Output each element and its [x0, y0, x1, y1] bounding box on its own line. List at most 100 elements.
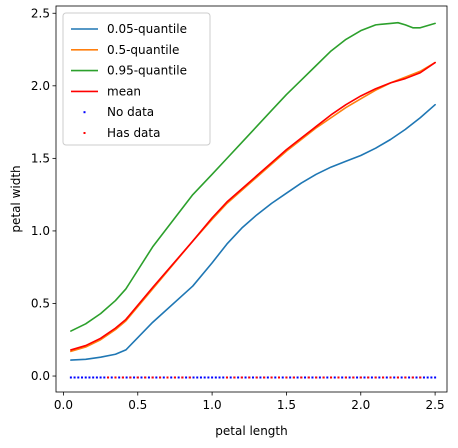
point-no-data — [203, 376, 206, 379]
point-has-data — [225, 376, 228, 379]
point-no-data — [214, 376, 217, 379]
point-has-data — [389, 376, 392, 379]
legend-label: Has data — [107, 126, 160, 140]
point-no-data — [81, 376, 84, 379]
point-no-data — [363, 376, 366, 379]
y-axis-label: petal width — [9, 165, 23, 232]
point-has-data — [107, 376, 110, 379]
point-no-data — [69, 376, 72, 379]
point-no-data — [147, 376, 150, 379]
point-no-data — [99, 376, 102, 379]
point-has-data — [129, 376, 132, 379]
legend-label: 0.95-quantile — [107, 64, 187, 78]
point-has-data — [411, 376, 414, 379]
legend-label: 0.05-quantile — [107, 22, 187, 36]
point-no-data — [192, 376, 195, 379]
point-has-data — [240, 376, 243, 379]
point-no-data — [341, 376, 344, 379]
point-has-data — [419, 376, 422, 379]
point-no-data — [177, 376, 180, 379]
point-no-data — [162, 376, 165, 379]
point-no-data — [393, 376, 396, 379]
point-has-data — [367, 376, 370, 379]
point-has-data — [382, 376, 385, 379]
y-tick-label: 1.5 — [31, 151, 50, 165]
point-no-data — [356, 376, 359, 379]
point-has-data — [300, 376, 303, 379]
point-has-data — [404, 376, 407, 379]
y-tick-label: 0.0 — [31, 369, 50, 383]
plot-area — [69, 21, 437, 379]
point-no-data — [244, 376, 247, 379]
point-no-data — [370, 376, 373, 379]
point-has-data — [315, 376, 318, 379]
y-tick-label: 1.0 — [31, 224, 50, 238]
x-tick-label: 0.0 — [54, 398, 73, 412]
legend-swatch — [83, 111, 86, 114]
point-has-data — [263, 376, 266, 379]
point-no-data — [259, 376, 262, 379]
series-line-mean — [70, 61, 436, 351]
point-no-data — [218, 376, 221, 379]
point-no-data — [426, 376, 429, 379]
point-has-data — [144, 376, 147, 379]
point-has-data — [173, 376, 176, 379]
legend-label: 0.5-quantile — [107, 43, 179, 57]
point-has-data — [181, 376, 184, 379]
point-has-data — [166, 376, 169, 379]
point-has-data — [278, 376, 280, 379]
x-tick-label: 0.5 — [128, 398, 147, 412]
point-no-data — [88, 376, 91, 379]
point-no-data — [196, 376, 199, 379]
legend-label: mean — [107, 84, 141, 98]
point-no-data — [378, 376, 381, 379]
point-has-data — [396, 376, 399, 379]
x-tick-label: 1.5 — [277, 398, 296, 412]
point-has-data — [322, 376, 325, 379]
point-no-data — [110, 376, 113, 379]
point-has-data — [352, 376, 355, 379]
point-no-data — [237, 376, 240, 379]
point-has-data — [151, 376, 154, 379]
point-no-data — [229, 376, 232, 379]
legend-label: No data — [107, 105, 154, 119]
point-no-data — [207, 376, 210, 379]
point-no-data — [318, 376, 321, 379]
point-no-data — [326, 376, 329, 379]
point-no-data — [415, 376, 418, 379]
y-tick-label: 2.5 — [31, 6, 50, 20]
x-tick-label: 2.5 — [426, 398, 445, 412]
point-no-data — [333, 376, 336, 379]
point-no-data — [170, 376, 173, 379]
point-no-data — [140, 376, 143, 379]
point-no-data — [296, 376, 299, 379]
y-tick-label: 2.0 — [31, 79, 50, 93]
point-has-data — [159, 376, 162, 379]
point-no-data — [385, 376, 388, 379]
point-has-data — [233, 376, 236, 379]
point-has-data — [114, 376, 117, 379]
point-no-data — [400, 376, 403, 379]
point-has-data — [344, 376, 347, 379]
point-has-data — [307, 376, 310, 379]
y-tick-label: 0.5 — [31, 296, 50, 310]
x-tick-label: 1.0 — [203, 398, 222, 412]
point-no-data — [274, 376, 277, 379]
point-no-data — [311, 376, 314, 379]
point-no-data — [103, 376, 106, 379]
ticks: 0.0 0.5 1.0 1.5 2.0 2.5 0.0 0.5 1.0 1.5 2.0 2.5 — [31, 6, 445, 412]
point-no-data — [92, 376, 95, 379]
point-no-data — [155, 376, 158, 379]
point-has-data — [136, 376, 139, 379]
point-no-data — [430, 376, 433, 379]
point-no-data — [348, 376, 351, 379]
point-has-data — [374, 376, 377, 379]
point-no-data — [84, 376, 87, 379]
point-no-data — [118, 376, 121, 379]
point-no-data — [199, 376, 202, 379]
point-no-data — [408, 376, 411, 379]
point-no-data — [422, 376, 425, 379]
point-no-data — [281, 376, 284, 379]
series-line-0-5-quantile — [70, 61, 436, 353]
